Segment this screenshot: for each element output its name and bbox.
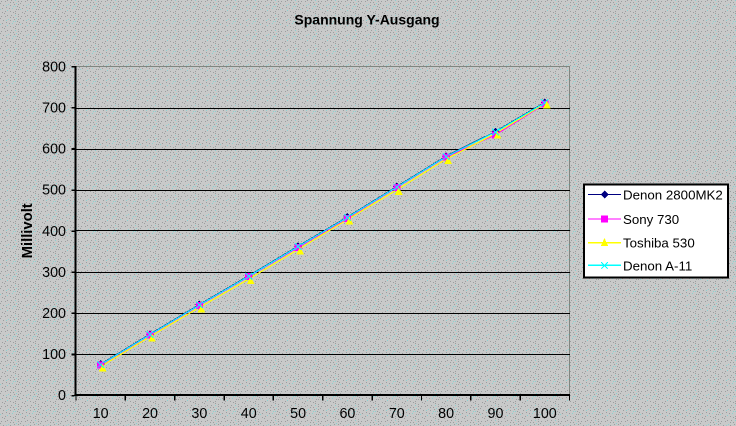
- svg-text:Sony 730: Sony 730: [623, 212, 679, 227]
- svg-text:Denon A-11: Denon A-11: [623, 258, 692, 273]
- svg-text:800: 800: [42, 59, 66, 75]
- svg-text:400: 400: [42, 224, 66, 240]
- svg-text:Toshiba 530: Toshiba 530: [623, 236, 695, 251]
- svg-text:30: 30: [191, 406, 207, 422]
- svg-text:70: 70: [389, 406, 405, 422]
- svg-text:20: 20: [142, 406, 158, 422]
- svg-text:Millivolt: Millivolt: [20, 203, 36, 258]
- svg-text:10: 10: [93, 406, 109, 422]
- svg-text:200: 200: [42, 306, 66, 322]
- svg-text:80: 80: [438, 406, 454, 422]
- svg-text:90: 90: [488, 406, 504, 422]
- svg-text:300: 300: [42, 265, 66, 281]
- svg-text:Spannung Y-Ausgang: Spannung Y-Ausgang: [294, 12, 439, 28]
- svg-text:50: 50: [290, 406, 306, 422]
- svg-text:600: 600: [42, 142, 66, 158]
- svg-text:700: 700: [42, 101, 66, 117]
- svg-text:0: 0: [58, 388, 66, 404]
- svg-text:40: 40: [241, 406, 257, 422]
- svg-text:60: 60: [339, 406, 355, 422]
- svg-text:100: 100: [42, 347, 66, 363]
- svg-text:500: 500: [42, 183, 66, 199]
- svg-text:Denon 2800MK2: Denon 2800MK2: [623, 188, 723, 203]
- svg-text:100: 100: [533, 406, 557, 422]
